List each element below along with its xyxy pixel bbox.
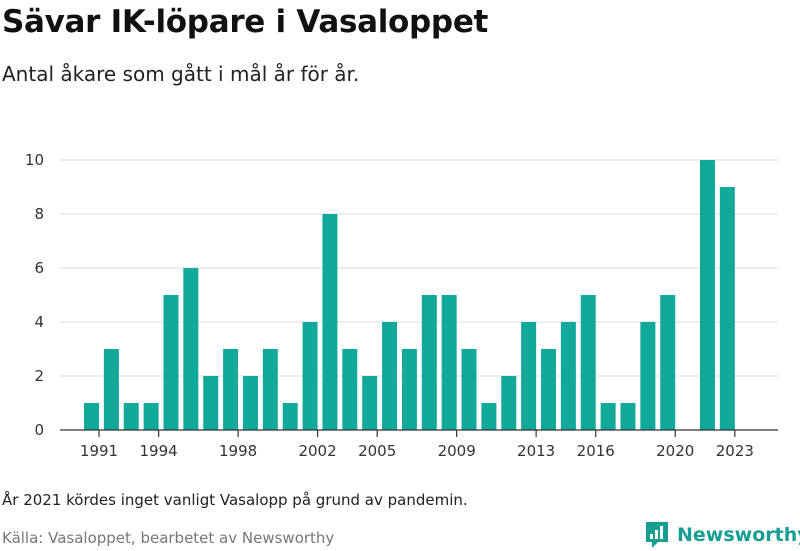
bar-2011 bbox=[481, 403, 497, 430]
x-tick-label: 1998 bbox=[219, 442, 257, 460]
chart-title: Sävar IK-löpare i Vasaloppet bbox=[2, 4, 489, 40]
y-tick-label: 0 bbox=[34, 421, 44, 439]
bar-2014 bbox=[541, 349, 557, 430]
chart-subtitle: Antal åkare som gått i mål år för år. bbox=[2, 62, 360, 86]
y-tick-label: 4 bbox=[34, 313, 44, 331]
x-tick-label: 2005 bbox=[358, 442, 396, 460]
bar-2002 bbox=[302, 322, 318, 430]
newsworthy-logo-icon bbox=[646, 522, 668, 548]
x-tick-label: 2023 bbox=[716, 442, 754, 460]
bar-1991 bbox=[84, 403, 99, 430]
bar-2005 bbox=[362, 376, 378, 430]
bar-2018 bbox=[620, 403, 636, 430]
bar-2023 bbox=[719, 187, 735, 430]
x-tick-label: 2016 bbox=[577, 442, 615, 460]
bar-2006 bbox=[382, 322, 398, 430]
bar-1995 bbox=[163, 295, 179, 430]
bar-2001 bbox=[282, 403, 298, 430]
bar-2009 bbox=[441, 295, 457, 430]
x-tick-label: 2009 bbox=[438, 442, 476, 460]
x-tick-label: 1991 bbox=[80, 442, 118, 460]
bar-2004 bbox=[342, 349, 358, 430]
y-axis-ticks: 0 2 4 6 8 10 bbox=[25, 151, 44, 439]
newsworthy-logo-text: Newsworthy bbox=[677, 524, 800, 546]
x-tick-label: 2002 bbox=[298, 442, 336, 460]
bar-2020 bbox=[660, 295, 676, 430]
bar-2015 bbox=[560, 322, 576, 430]
bar-2003 bbox=[322, 214, 338, 430]
bar-1998 bbox=[223, 349, 239, 430]
bar-1999 bbox=[242, 376, 258, 430]
bar-2008 bbox=[421, 295, 437, 430]
bar-1997 bbox=[203, 376, 219, 430]
footnote: År 2021 kördes inget vanligt Vasalopp på… bbox=[2, 491, 468, 509]
bar-1992 bbox=[103, 349, 119, 430]
y-tick-label: 6 bbox=[34, 259, 44, 277]
bar-1994 bbox=[143, 403, 159, 430]
bar-2022 bbox=[699, 160, 715, 430]
bar-2012 bbox=[501, 376, 517, 430]
y-tick-label: 10 bbox=[25, 151, 44, 169]
bar-2000 bbox=[262, 349, 278, 430]
bar-2019 bbox=[640, 322, 656, 430]
y-tick-label: 8 bbox=[34, 205, 44, 223]
bar-2013 bbox=[521, 322, 537, 430]
x-axis-ticks: 1991 1994 1998 2002 2005 2009 2013 2016 2020 2023 bbox=[60, 429, 778, 460]
bars bbox=[84, 160, 735, 430]
x-tick-label: 2020 bbox=[656, 442, 694, 460]
x-tick-label: 2013 bbox=[517, 442, 555, 460]
newsworthy-logo: Newsworthy bbox=[644, 519, 800, 551]
y-tick-label: 2 bbox=[34, 367, 44, 385]
bar-2010 bbox=[461, 349, 477, 430]
bar-2016 bbox=[580, 295, 596, 430]
grid-lines bbox=[60, 159, 778, 377]
bar-chart: 0 2 4 6 8 10 1991 1994 1998 2002 2005 2009 2013 2016… bbox=[25, 151, 778, 460]
source-text: Källa: Vasaloppet, bearbetet av Newswort… bbox=[2, 529, 335, 547]
x-tick-label: 1994 bbox=[140, 442, 178, 460]
bar-1993 bbox=[123, 403, 139, 430]
bar-2017 bbox=[600, 403, 616, 430]
bar-1996 bbox=[183, 268, 199, 430]
bar-2007 bbox=[401, 349, 417, 430]
